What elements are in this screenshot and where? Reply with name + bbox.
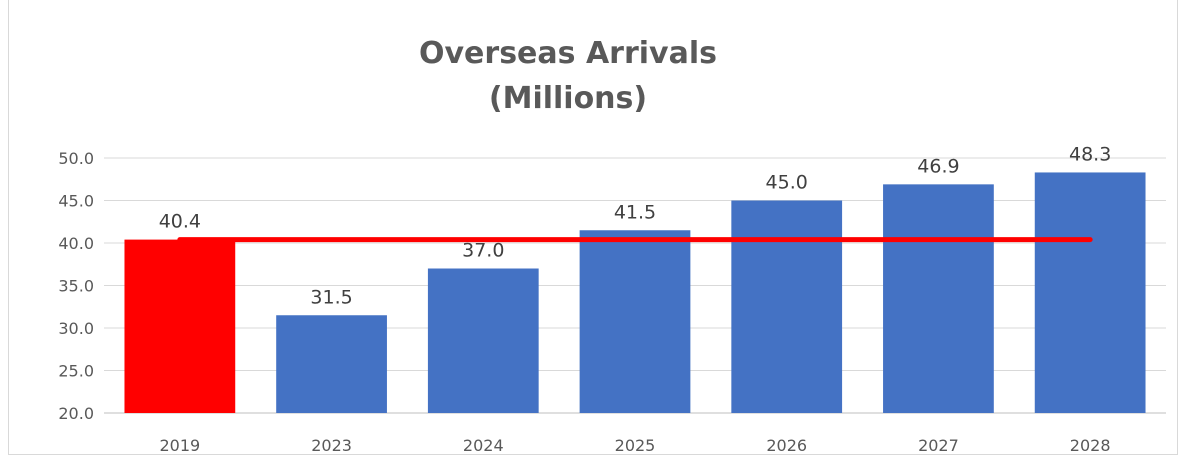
- data-label: 46.9: [917, 155, 959, 177]
- chart-container: Overseas Arrivals (Millions) 20.0 25.0 30.…: [8, 0, 1178, 455]
- bar: [579, 230, 691, 413]
- x-axis-ticks: 2019 2023 2024 2025 2026 2027 2028: [159, 436, 1110, 455]
- y-axis-ticks: 20.0 25.0 30.0 35.0 40.0 45.0 50.0: [58, 149, 94, 423]
- bar: [1034, 172, 1146, 413]
- x-tick-label: 2025: [615, 436, 656, 455]
- y-tick-label: 30.0: [58, 319, 94, 338]
- bar: [883, 184, 994, 413]
- bar-chart: Overseas Arrivals (Millions) 20.0 25.0 30.…: [58, 36, 1166, 455]
- data-label: 45.0: [766, 172, 808, 194]
- x-tick-label: 2023: [311, 436, 352, 455]
- y-tick-label: 25.0: [58, 362, 94, 381]
- y-tick-label: 20.0: [58, 404, 94, 423]
- data-label: 41.5: [614, 201, 656, 223]
- data-label: 37.0: [462, 240, 504, 262]
- data-label: 48.3: [1069, 143, 1111, 165]
- bar: [276, 315, 387, 413]
- data-label: 40.4: [159, 211, 201, 233]
- bar: [427, 268, 539, 413]
- y-tick-label: 50.0: [58, 149, 94, 168]
- x-tick-label: 2026: [766, 436, 807, 455]
- bar: [731, 200, 843, 413]
- chart-subtitle: (Millions): [489, 81, 647, 116]
- x-tick-label: 2024: [463, 436, 504, 455]
- y-tick-label: 35.0: [58, 277, 94, 296]
- bars: [124, 172, 1146, 413]
- data-labels: 40.4 31.5 37.0 41.5 45.0 46.9 48.3: [159, 143, 1112, 308]
- y-tick-label: 45.0: [58, 192, 94, 211]
- bar: [124, 239, 236, 413]
- x-tick-label: 2028: [1070, 436, 1111, 455]
- data-label: 31.5: [310, 286, 352, 308]
- x-tick-label: 2019: [159, 436, 200, 455]
- y-tick-label: 40.0: [58, 234, 94, 253]
- chart-title: Overseas Arrivals: [419, 36, 717, 71]
- x-tick-label: 2027: [918, 436, 959, 455]
